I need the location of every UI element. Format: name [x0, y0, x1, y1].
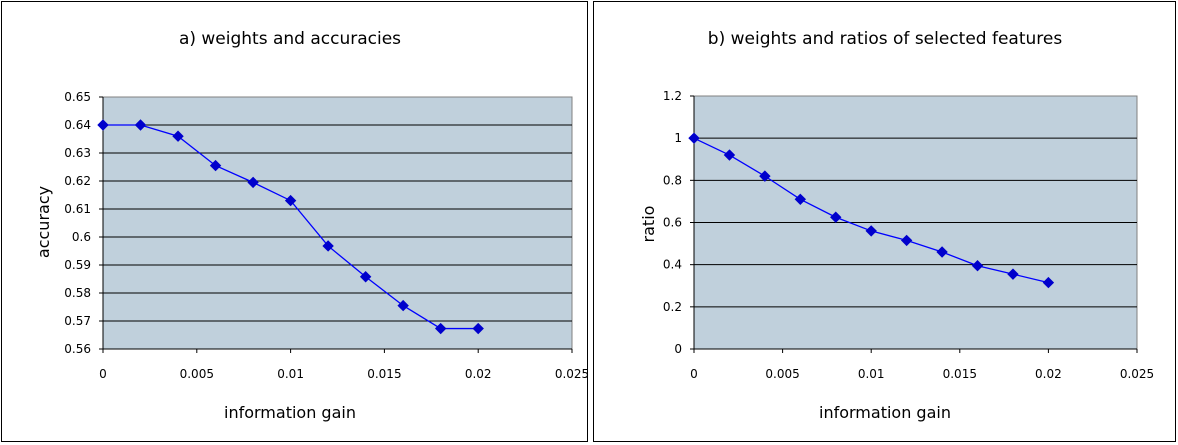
data-point-marker: [284, 194, 297, 207]
data-point-marker: [209, 159, 222, 172]
data-point-marker: [97, 119, 109, 131]
chart-a-x-axis-label: information gain: [224, 403, 356, 422]
y-tick-label: 0.56: [64, 342, 91, 356]
y-tick-label: 0.61: [64, 202, 91, 216]
data-point-marker: [759, 170, 771, 182]
data-point-marker: [1007, 268, 1019, 280]
chart-b-svg: b) weights and ratios of selected featur…: [639, 29, 1154, 422]
chart-b-y-axis-label: ratio: [639, 206, 658, 243]
y-tick-label: 0.4: [663, 258, 682, 272]
data-point-marker: [434, 322, 447, 335]
chart-b-x-ticks: 0 0.005 0.01 0.015 0.02 0.025: [690, 348, 1154, 381]
data-point-marker: [472, 322, 484, 335]
data-point-marker: [723, 149, 736, 161]
data-point-marker: [322, 240, 334, 252]
y-tick-label: 0.62: [64, 174, 91, 188]
data-point-marker: [971, 260, 984, 272]
y-tick-label: 1.2: [663, 89, 682, 103]
data-point-marker: [830, 211, 842, 223]
x-tick-label: 0.02: [1035, 367, 1062, 381]
chart-b-gridlines: [694, 137, 1137, 308]
chart-a-svg: a) weights and accuracies 0.560.570.580.…: [34, 29, 589, 422]
y-tick-label: 0: [674, 342, 682, 356]
x-tick-label: 0: [690, 367, 698, 381]
data-point-marker: [936, 246, 948, 258]
y-tick-label: 1: [674, 131, 682, 145]
chart-a-title: a) weights and accuracies: [179, 29, 401, 49]
data-point-marker: [172, 130, 184, 142]
data-point-marker: [247, 176, 259, 189]
data-point-marker: [397, 299, 409, 312]
chart-panel-b: b) weights and ratios of selected featur…: [593, 1, 1176, 442]
x-tick-label: 0.01: [858, 367, 885, 381]
x-tick-label: 0.025: [1120, 367, 1154, 381]
y-tick-label: 0.57: [64, 314, 91, 328]
data-point-marker: [865, 225, 877, 237]
x-tick-label: 0.015: [367, 367, 401, 381]
data-point-marker: [688, 132, 700, 144]
chart-b-title: b) weights and ratios of selected featur…: [708, 29, 1063, 49]
y-tick-label: 0.64: [64, 118, 91, 132]
chart-a-series: [97, 119, 484, 335]
data-point-marker: [1042, 276, 1055, 289]
y-tick-label: 0.6: [72, 230, 91, 244]
y-tick-label: 0.63: [64, 146, 91, 160]
y-tick-label: 0.6: [663, 216, 682, 230]
chart-a-y-ticks: 0.56 0.57 0.58 0.59 0.6 0.61 0.62 0.63 0.64 0.65: [64, 90, 104, 356]
x-tick-label: 0.025: [555, 367, 589, 381]
y-tick-label: 0.65: [64, 90, 91, 104]
y-tick-label: 0.8: [663, 173, 682, 187]
chart-b-series: [688, 132, 1055, 289]
x-tick-label: 0.015: [943, 367, 977, 381]
chart-panel-a: a) weights and accuracies 0.56 0.57 0.58 0.…: [1, 1, 589, 442]
data-point-marker: [134, 119, 147, 131]
chart-a-x-ticks: 0 0.005 0.01 0.015 0.02 0.025: [99, 348, 589, 381]
x-tick-label: 0.005: [765, 367, 799, 381]
y-tick-label: 0.58: [64, 286, 91, 300]
data-point-marker: [359, 271, 372, 283]
data-point-marker: [900, 234, 913, 247]
x-tick-label: 0.02: [465, 367, 492, 381]
chart-b-y-ticks: 0 0.2 0.4 0.6 0.8 1 1.2: [663, 89, 695, 356]
x-tick-label: 0: [99, 367, 107, 381]
y-tick-label: 0.2: [663, 300, 682, 314]
chart-b-x-axis-label: information gain: [819, 403, 951, 422]
chart-a-y-axis-label: accuracy: [34, 186, 53, 258]
y-tick-label: 0.59: [64, 258, 91, 272]
x-tick-label: 0.01: [277, 367, 304, 381]
chart-a-gridlines: [103, 124, 572, 322]
x-tick-label: 0.005: [180, 367, 214, 381]
data-point-marker: [794, 193, 807, 206]
